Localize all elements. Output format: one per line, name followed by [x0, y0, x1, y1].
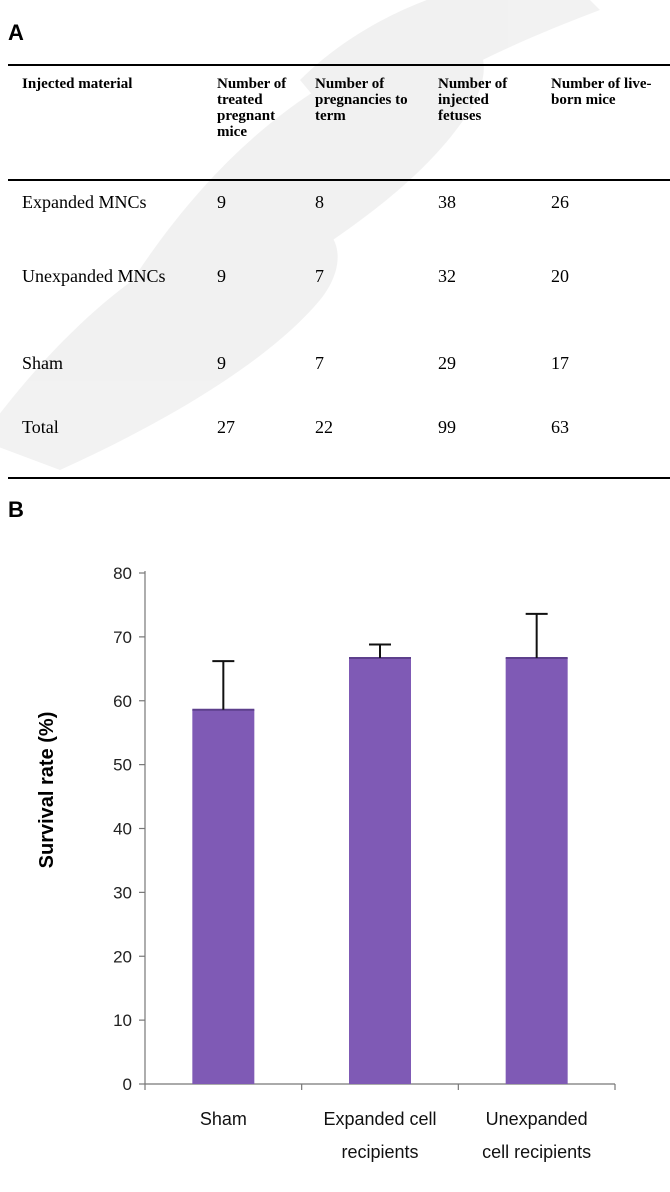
table-cell: 9: [217, 353, 226, 373]
category-label: recipients: [341, 1142, 418, 1162]
panel-a-label: A: [8, 20, 24, 45]
category-label: Unexpanded: [486, 1109, 588, 1129]
bar: [192, 709, 255, 1084]
y-tick-label: 10: [113, 1011, 132, 1030]
table-cell: 22: [301, 406, 424, 479]
table-cell: 17: [551, 353, 569, 373]
error-bars: [212, 612, 548, 710]
survival-bar-chart: Survival rate (%) 0 10 20 30 40 50 60 70 80 Sham…: [36, 564, 616, 1162]
y-tick-label: 20: [113, 947, 132, 966]
table-cell: Unexpanded MNCs: [22, 266, 166, 286]
category-label: cell recipients: [482, 1142, 591, 1162]
table-cell: 29: [438, 353, 456, 373]
bar: [505, 657, 568, 1084]
table-row: Total 27 22 99 63: [8, 406, 670, 479]
table-cell: Expanded MNCs: [22, 192, 147, 212]
header-injected-fetuses: Number of injected fetuses: [424, 64, 537, 181]
header-treated-pregnant-mice: Number of treated pregnant mice: [203, 64, 301, 181]
header-live-born-mice: Number of live-born mice: [537, 64, 670, 181]
y-axis: 0 10 20 30 40 50 60 70 80: [113, 564, 146, 1094]
category-label: Expanded cell: [323, 1109, 436, 1129]
y-tick-label: 0: [123, 1075, 132, 1094]
panel-b-label: B: [8, 497, 24, 522]
table-cell: 99: [424, 406, 537, 479]
header-pregnancies-to-term: Number of pregnancies to term: [301, 64, 424, 181]
table-cell: Sham: [22, 353, 64, 373]
table-cell: Total: [8, 406, 203, 479]
x-axis: [144, 1083, 616, 1090]
y-tick-label: 60: [113, 692, 132, 711]
y-tick-label: 30: [113, 883, 132, 902]
y-axis-label: Survival rate (%): [36, 712, 58, 869]
table-cell: 63: [537, 406, 670, 479]
table-row: Sham 9 7 29 17: [8, 342, 670, 406]
table-cell: 9: [217, 192, 226, 212]
table-cell: 38: [438, 192, 456, 212]
table-cell: 7: [315, 266, 324, 286]
table-cell: 7: [315, 353, 324, 373]
data-table: Injected material Number of treated preg…: [8, 64, 670, 479]
y-tick-label: 50: [113, 756, 132, 775]
table-cell: 32: [438, 266, 456, 286]
table-cell: 20: [551, 266, 569, 286]
category-labels: Sham Expanded cell recipients Unexpanded cel…: [200, 1109, 591, 1162]
header-injected-material: Injected material: [8, 64, 203, 181]
table-header-row: Injected material Number of treated preg…: [8, 64, 670, 181]
bars: [192, 656, 568, 1084]
table-cell: 27: [203, 406, 301, 479]
table-cell: 26: [551, 192, 569, 212]
y-tick-label: 40: [113, 820, 132, 839]
y-tick-label: 70: [113, 628, 132, 647]
table-row: Unexpanded MNCs 9 7 32 20: [8, 255, 670, 342]
y-tick-label: 80: [113, 564, 132, 583]
table-row: Expanded MNCs 9 8 38 26: [8, 180, 670, 255]
table-cell: 9: [217, 266, 226, 286]
category-label: Sham: [200, 1109, 247, 1129]
bar: [349, 657, 411, 1084]
table-cell: 8: [315, 192, 324, 212]
